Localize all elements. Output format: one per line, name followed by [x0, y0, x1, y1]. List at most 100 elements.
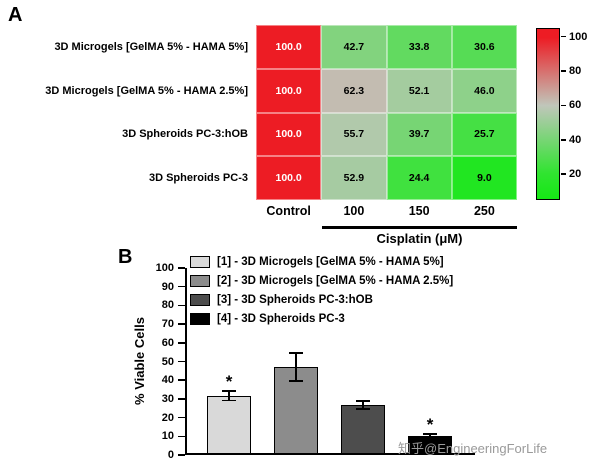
- y-axis-tick: [178, 454, 185, 456]
- y-axis-tick-label: 30: [161, 392, 174, 405]
- bar-plot-area: * *: [185, 268, 475, 455]
- legend-swatch: [190, 255, 210, 268]
- heatmap-cell: 55.7: [321, 112, 387, 157]
- heatmap-column-label: 250: [473, 204, 495, 218]
- heatmap-cell: 25.7: [451, 112, 517, 157]
- colorbar-tick-label: 100: [569, 30, 588, 43]
- error-bar: [423, 433, 437, 439]
- y-axis-tick: [178, 342, 185, 344]
- colorbar-tick: [561, 139, 566, 141]
- bar: [207, 395, 251, 453]
- colorbar-tick: [561, 70, 566, 72]
- legend-item: [4] - 3D Spheroids PC-3: [190, 309, 453, 328]
- heatmap-column-label: 150: [408, 204, 430, 218]
- y-axis-tick-label: 100: [155, 262, 174, 274]
- error-bar-cap: [356, 408, 370, 410]
- heatmap-cell: 52.9: [321, 156, 387, 200]
- colorbar-tick-label: 80: [569, 65, 582, 77]
- heatmap-column-label: 100: [343, 204, 365, 218]
- legend-item: [2] - 3D Microgels [GelMA 5% - HAMA 2.5%…: [190, 271, 453, 290]
- legend-label: [2] - 3D Microgels [GelMA 5% - HAMA 2.5%…: [217, 274, 454, 287]
- y-axis-tick: [178, 285, 185, 288]
- heatmap-cell: 33.8: [386, 25, 452, 69]
- error-bar-cap: [289, 380, 303, 382]
- error-bar-line: [295, 352, 297, 382]
- y-axis-tick-label: 90: [161, 280, 174, 293]
- y-axis-tick-label: 70: [161, 318, 174, 331]
- heatmap-grid: 100.0 42.7 33.8 30.6 100.0 62.3 52.1 46.0 100.0 5…: [256, 25, 517, 200]
- legend: [1] - 3D Microgels [GelMA 5% - HAMA 5%] […: [190, 252, 453, 328]
- y-axis-tick: [178, 435, 185, 438]
- cisplatin-axis-line: [322, 226, 517, 229]
- colorbar-tick-label: 60: [569, 99, 582, 112]
- significance-asterisk: *: [426, 415, 434, 435]
- colorbar-tick: [561, 173, 566, 175]
- y-axis-tick: [178, 323, 185, 325]
- error-bar-cap: [289, 352, 303, 354]
- heatmap-cell: 46.0: [451, 68, 517, 113]
- heatmap-row-label: 3D Microgels [GelMA 5% - HAMA 5%]: [54, 40, 248, 53]
- heatmap-row-label: 3D Spheroids PC-3:hOB: [122, 128, 248, 141]
- significance-asterisk: *: [225, 372, 233, 392]
- y-axis-tick-label: 0: [167, 449, 174, 461]
- heatmap-cell: 9.0: [451, 156, 517, 200]
- error-bar-line: [228, 390, 230, 402]
- heatmap-column-label: Control: [266, 204, 311, 218]
- heatmap-cell: 100.0: [256, 112, 322, 157]
- heatmap-cell: 100.0: [256, 68, 322, 113]
- panel-a-label: A: [8, 4, 23, 26]
- y-axis-tick-label: 80: [161, 299, 174, 312]
- error-bar-cap: [423, 437, 437, 439]
- colorbar-tick: [561, 35, 566, 38]
- legend-label: [3] - 3D Spheroids PC-3:hOB: [217, 293, 373, 306]
- error-bar-cap: [356, 400, 370, 402]
- y-axis-tick: [178, 416, 185, 419]
- legend-label: [1] - 3D Microgels [GelMA 5% - HAMA 5%]: [217, 255, 444, 268]
- error-bar-cap: [222, 390, 236, 392]
- y-axis-tick: [178, 398, 185, 400]
- y-axis-tick: [178, 379, 185, 381]
- colorbar-gradient: [536, 28, 560, 200]
- heatmap-row-label: 3D Microgels [GelMA 5% - HAMA 2.5%]: [45, 84, 248, 97]
- heatmap-cell: 39.7: [386, 112, 452, 157]
- colorbar-tick: [561, 104, 566, 107]
- panel-b-label: B: [118, 246, 133, 268]
- y-axis-tick-label: 40: [161, 374, 174, 387]
- legend-swatch: [190, 274, 210, 287]
- y-axis-tick-label: 50: [161, 355, 174, 368]
- error-bar: [356, 400, 370, 410]
- colorbar-tick-label: 40: [569, 133, 582, 146]
- watermark: 知乎@EngineeringForLife: [398, 441, 548, 456]
- heatmap-cell: 24.4: [386, 156, 452, 200]
- heatmap-row-label: 3D Spheroids PC-3: [148, 172, 248, 185]
- heatmap-row-labels: 3D Microgels [GelMA 5% - HAMA 5%] 3D Micr…: [0, 25, 248, 200]
- legend-swatch: [190, 312, 210, 325]
- y-axis-tick-label: 20: [161, 411, 174, 424]
- cisplatin-axis-label: Cisplatin (μM): [376, 231, 463, 246]
- error-bar: [222, 390, 236, 402]
- error-bar: [289, 352, 303, 382]
- legend-swatch: [190, 293, 210, 306]
- error-bar-cap: [423, 433, 437, 435]
- heatmap-cell: 30.6: [451, 25, 517, 69]
- y-axis-tick: [178, 267, 185, 269]
- y-axis-tick: [178, 360, 185, 363]
- error-bar-line: [429, 433, 431, 439]
- heatmap-column-labels: Control 100 150 250: [256, 204, 517, 218]
- bar: [341, 404, 385, 453]
- legend-item: [3] - 3D Spheroids PC-3:hOB: [190, 290, 453, 309]
- error-bar-line: [362, 400, 364, 410]
- legend-item: [1] - 3D Microgels [GelMA 5% - HAMA 5%]: [190, 252, 453, 271]
- colorbar-tick-label: 20: [569, 168, 582, 181]
- error-bar-cap: [222, 399, 236, 402]
- y-axis-tick-label: 10: [161, 430, 174, 443]
- y-axis-tick: [178, 304, 185, 307]
- heatmap-cell: 62.3: [321, 68, 387, 113]
- heatmap-cell: 42.7: [321, 25, 387, 69]
- heatmap-cell: 100.0: [256, 156, 322, 200]
- y-axis-tick-label: 60: [161, 336, 174, 349]
- heatmap-cell: 100.0: [256, 25, 322, 69]
- heatmap-cell: 52.1: [386, 68, 452, 113]
- legend-label: [4] - 3D Spheroids PC-3: [217, 312, 345, 325]
